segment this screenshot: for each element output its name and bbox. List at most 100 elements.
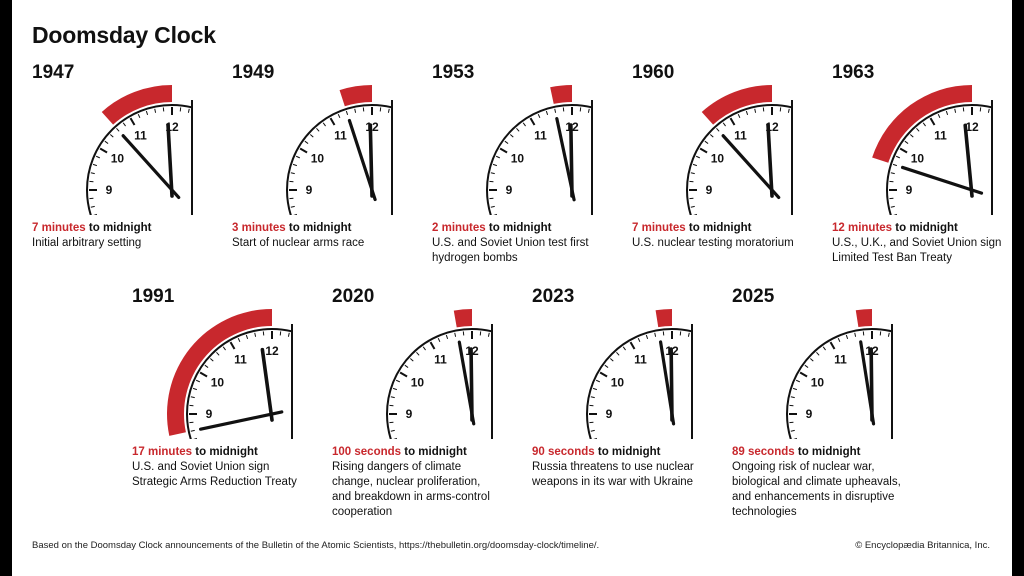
dial-tick (522, 122, 526, 127)
dial-tick (445, 334, 449, 340)
hour-hand (260, 347, 274, 422)
dial-numeral: 9 (306, 183, 313, 197)
dial-numeral: 11 (234, 352, 247, 366)
dial-tick (218, 123, 220, 126)
dial-tick (554, 108, 557, 113)
dial-face (386, 328, 492, 439)
time-to-midnight: 7 minutes (32, 222, 86, 234)
dial-tick (792, 387, 798, 391)
dial-tick (516, 127, 520, 132)
dial-numeral: 10 (411, 376, 425, 390)
dial-tick (610, 118, 614, 125)
dial-tick (916, 127, 920, 132)
dial-tick (987, 108, 990, 113)
dial-tick (645, 334, 649, 340)
dial-tick (404, 364, 409, 368)
dial-numeral: 9 (606, 407, 613, 421)
dial-tick (510, 342, 514, 349)
dial-numeral: 10 (511, 152, 525, 166)
dial-tick (490, 172, 495, 175)
dial-tick (292, 163, 298, 167)
to-midnight-label: to midnight (88, 222, 152, 234)
dial-tick (392, 387, 398, 391)
dial-tick (918, 347, 920, 350)
dial-tick (304, 140, 309, 144)
dial-tick (493, 213, 498, 215)
dial-numeral: 9 (906, 183, 913, 197)
time-to-midnight: 90 seconds (532, 446, 595, 458)
dial-tick (395, 379, 401, 383)
dial-tick (199, 371, 208, 378)
dial-tick (904, 338, 906, 342)
dial-tick (629, 341, 636, 350)
dial-tick (492, 163, 498, 167)
dial-tick (790, 429, 795, 432)
dial-tick (793, 437, 798, 439)
dial-tick (716, 127, 720, 132)
dial-tick (310, 342, 314, 349)
dial-tick (922, 122, 926, 127)
clock-caption: 7 minutes to midnight U.S. nuclear testin… (632, 221, 802, 251)
dial-numeral: 11 (834, 352, 847, 366)
dial-tick (929, 117, 936, 126)
infographic-canvas: Doomsday Clock 1947 9 10 11 12 7 minutes to m… (12, 0, 1012, 576)
dial-tick (796, 111, 797, 115)
dial-tick (937, 113, 941, 119)
dial-tick (393, 437, 398, 439)
dial-tick (396, 111, 397, 115)
dial-tick (1004, 114, 1006, 118)
dial-tick (90, 205, 95, 208)
dial-tick (193, 437, 198, 439)
dial-tick (93, 213, 98, 215)
dial-numeral: 12 (265, 344, 279, 358)
dial-tick (293, 213, 298, 215)
clock-year-label: 1963 (832, 62, 875, 83)
dial-tick (92, 163, 98, 167)
dial-tick (129, 117, 136, 126)
dial-tick (309, 134, 314, 138)
time-to-midnight: 7 minutes (632, 222, 686, 234)
dial-tick (295, 155, 301, 159)
dial-tick (116, 127, 120, 132)
dial-tick (190, 429, 195, 432)
dial-tick (595, 379, 601, 383)
event-description: U.S. and Soviet Union test first hydroge… (432, 237, 589, 264)
dial-tick (387, 108, 390, 113)
dial-tick (496, 335, 497, 339)
dial-tick (210, 118, 214, 125)
dial-numeral: 10 (911, 152, 925, 166)
dial-tick (509, 134, 514, 138)
dial-tick (622, 346, 626, 351)
event-description: Start of nuclear arms race (232, 237, 365, 249)
minute-hand (900, 165, 984, 195)
dial-tick (154, 108, 157, 113)
dial-tick (799, 371, 808, 378)
dial-tick (909, 134, 914, 138)
dial-face (486, 104, 592, 215)
dial-face (786, 328, 892, 439)
dial-tick (145, 110, 149, 116)
dial-tick (254, 332, 257, 337)
dial-numeral: 10 (111, 152, 125, 166)
dial-tick (887, 332, 890, 337)
time-to-midnight: 3 minutes (232, 222, 286, 234)
to-midnight-label: to midnight (195, 446, 258, 458)
clock-year-label: 2025 (732, 286, 775, 307)
dial-tick (795, 379, 801, 383)
time-remaining-band (101, 85, 172, 125)
clock-year-label: 1947 (32, 62, 75, 83)
dial-tick (895, 155, 901, 159)
to-midnight-label: to midnight (688, 222, 752, 234)
time-remaining-band (855, 309, 872, 328)
time-to-midnight: 2 minutes (432, 222, 486, 234)
dial-tick (345, 110, 349, 116)
dial-tick (109, 134, 114, 138)
dial-tick (299, 147, 308, 154)
dial-tick (504, 140, 509, 144)
dial-tick (704, 140, 709, 144)
dial-tick (296, 335, 297, 339)
dial-numeral: 9 (406, 407, 413, 421)
clock-caption: 12 minutes to midnight U.S., U.K., and So… (832, 221, 1002, 266)
